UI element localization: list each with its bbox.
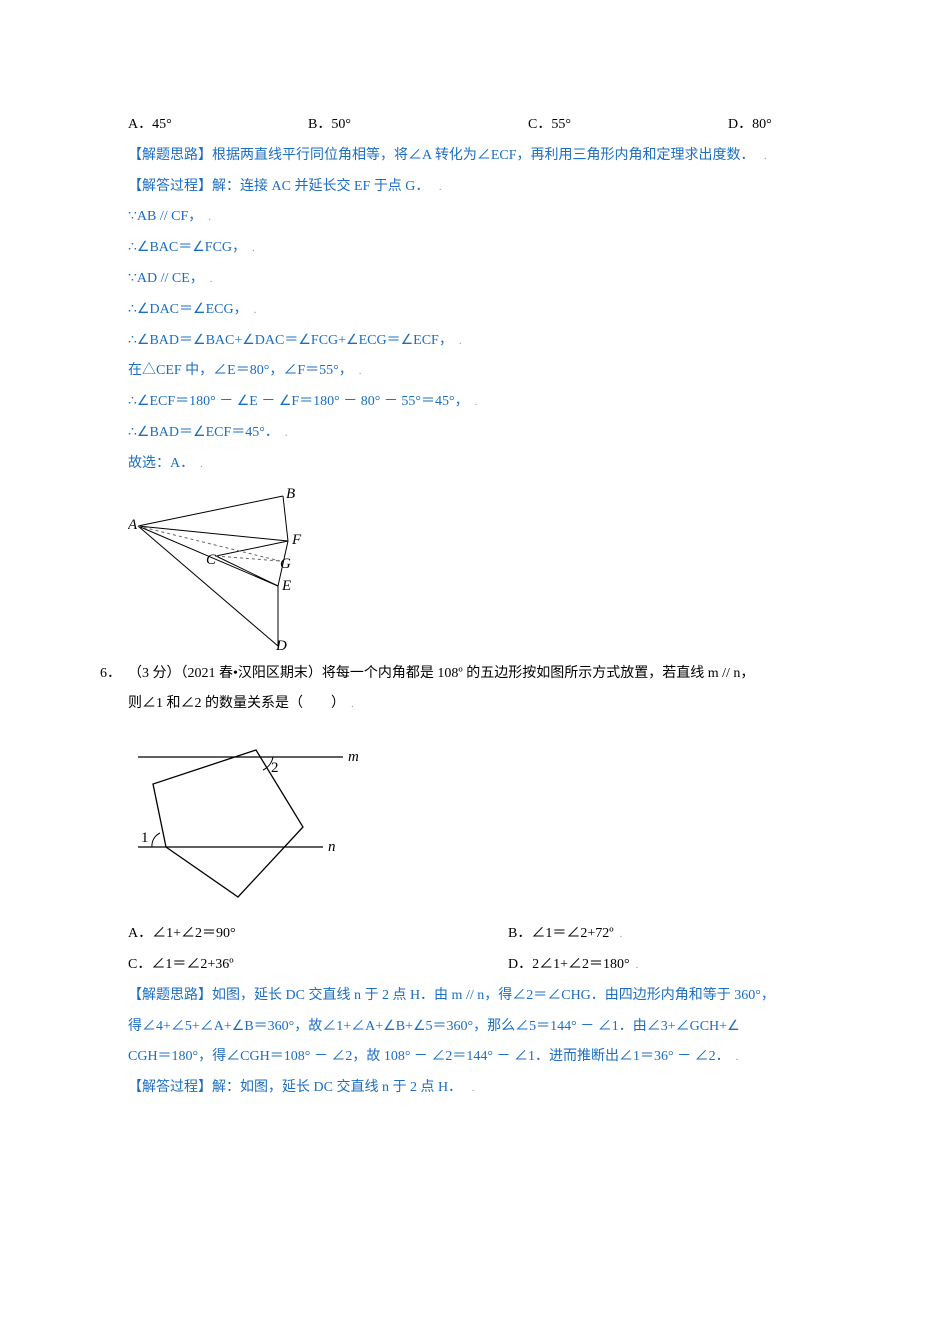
q5-step-4: ∴∠BAD＝∠BAC+∠DAC＝∠FCG+∠ECG＝∠ECF， xyxy=(100,326,850,357)
q6-stem-line2: 则∠1 和∠2 的数量关系是（ ） xyxy=(100,689,850,720)
q6-fig-label-m: m xyxy=(348,749,359,765)
q6-source: （2021 春•汉阳区期末） xyxy=(181,666,322,681)
q5-step-7: ∴∠BAD＝∠ECF＝45°． xyxy=(100,418,850,449)
q5-option-a: A．45° xyxy=(128,110,308,141)
q6-option-d: D．2∠1+∠2＝180° xyxy=(508,950,850,981)
q6-sol-label: 【解答过程】 xyxy=(128,1080,212,1095)
q6-figure: m n 1 2 xyxy=(100,732,850,907)
q5-step-1: ∴∠BAC＝∠FCG， xyxy=(100,233,850,264)
q5-hint-text: 根据两直线平行同位角相等，将∠A 转化为∠ECF，再利用三角形内角和定理求出度数… xyxy=(212,148,755,163)
q6-sol-intro-text: 解：如图，延长 DC 交直线 n 于 2 点 H． xyxy=(212,1080,462,1095)
q5-step-3: ∴∠DAC＝∠ECG， xyxy=(100,295,850,326)
q6-stem-line1: 6．（3 分）（2021 春•汉阳区期末）将每一个内角都是 108º 的五边形按… xyxy=(100,659,850,690)
q5-fig-label-C: C xyxy=(206,552,217,568)
q5-fig-label-E: E xyxy=(281,578,291,594)
q6-fig-label-n: n xyxy=(328,839,336,855)
q6-option-c: C．∠1＝∠2+36º xyxy=(128,950,508,981)
q5-fig-label-G: G xyxy=(280,556,291,572)
q5-fig-label-D: D xyxy=(275,638,287,651)
q6-hint-l2: 得∠4+∠5+∠A+∠B＝360°，故∠1+∠A+∠B+∠5＝360°，那么∠5… xyxy=(100,1012,850,1043)
q6-hint-text1: 如图，延长 DC 交直线 n 于 2 点 H．由 m // n，得∠2＝∠CHG… xyxy=(212,988,775,1003)
q6-fig-label-1: 1 xyxy=(141,830,149,846)
q5-step-2: ∵AD // CE， xyxy=(100,264,850,295)
q5-hint: 【解题思路】根据两直线平行同位角相等，将∠A 转化为∠ECF，再利用三角形内角和… xyxy=(100,141,850,172)
q6-hint-l3: CGH＝180°，得∠CGH＝108° － ∠2，故 108° － ∠2＝144… xyxy=(100,1042,850,1073)
q6-figure-svg: m n 1 2 xyxy=(128,732,368,907)
q5-fig-label-B: B xyxy=(286,486,295,502)
q5-sol-intro-text: 解：连接 AC 并延长交 EF 于点 G． xyxy=(212,179,429,194)
q6-points: （3 分） xyxy=(128,666,181,681)
q5-sol-label: 【解答过程】 xyxy=(128,179,212,194)
q6-solution-intro: 【解答过程】解：如图，延长 DC 交直线 n 于 2 点 H． xyxy=(100,1073,850,1104)
q6-number: 6． xyxy=(100,659,128,690)
q5-fig-label-A: A xyxy=(128,517,138,533)
q6-hint-label: 【解题思路】 xyxy=(128,988,212,1003)
q6-option-a: A．∠1+∠2＝90° xyxy=(128,919,508,950)
q5-options-row: A．45° B．50° C．55° D．80° xyxy=(100,110,850,141)
q5-conclusion: 故选：A． xyxy=(100,449,850,480)
q5-hint-label: 【解题思路】 xyxy=(128,148,212,163)
q6-stem1: 将每一个内角都是 108º 的五边形按如图所示方式放置，若直线 m // n， xyxy=(322,666,755,681)
q6-option-b: B．∠1＝∠2+72º xyxy=(508,919,850,950)
q5-step-6: ∴∠ECF＝180° － ∠E － ∠F＝180° － 80° － 55°＝45… xyxy=(100,387,850,418)
q5-step-0: ∵AB // CF， xyxy=(100,202,850,233)
q5-figure: A B C F G E D xyxy=(100,486,850,651)
q6-hint-l1: 【解题思路】如图，延长 DC 交直线 n 于 2 点 H．由 m // n，得∠… xyxy=(100,981,850,1012)
q5-step-5: 在△CEF 中，∠E＝80°，∠F＝55°， xyxy=(100,356,850,387)
page: A．45° B．50° C．55° D．80° 【解题思路】根据两直线平行同位角… xyxy=(0,0,950,1154)
q5-figure-svg: A B C F G E D xyxy=(128,486,318,651)
q5-option-b: B．50° xyxy=(308,110,528,141)
q6-options: A．∠1+∠2＝90° B．∠1＝∠2+72º C．∠1＝∠2+36º D．2∠… xyxy=(100,919,850,981)
q5-option-d: D．80° xyxy=(728,110,850,141)
q5-solution-intro: 【解答过程】解：连接 AC 并延长交 EF 于点 G． xyxy=(100,172,850,203)
q5-fig-label-F: F xyxy=(291,532,302,548)
q5-option-c: C．55° xyxy=(528,110,728,141)
q6-fig-label-2: 2 xyxy=(271,760,279,776)
